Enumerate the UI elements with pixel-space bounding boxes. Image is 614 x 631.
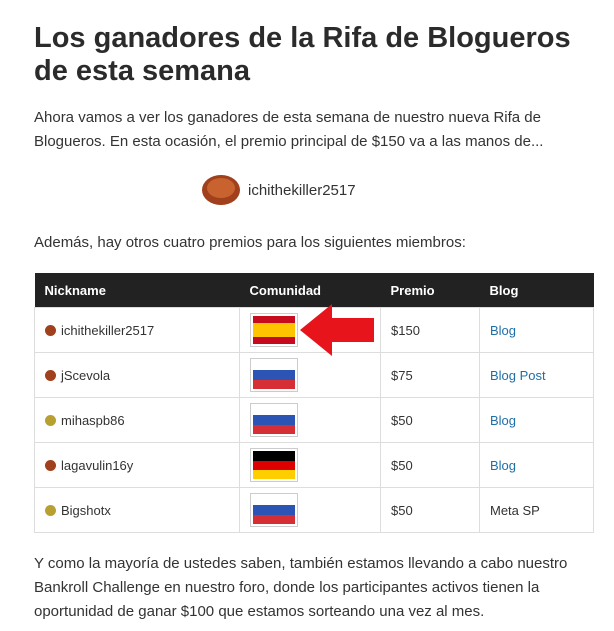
winners-table: Nickname Comunidad Premio Blog ichitheki…: [34, 273, 594, 533]
row: lagavulin16y $50 Blog: [34, 442, 594, 488]
flag-germany: [250, 448, 298, 482]
others-text: Además, hay otros cuatro premios para lo…: [34, 234, 466, 251]
prize: $50: [380, 487, 480, 533]
closing-box: Y como la mayoría de ustedes saben, tamb…: [34, 552, 596, 624]
row: mihaspb86 $50 Blog: [34, 397, 594, 443]
blog-link[interactable]: Blog: [479, 307, 594, 353]
article-title: Los ganadores de la Rifa de Blogueros de…: [34, 22, 571, 87]
flag-russia: [250, 493, 298, 527]
nickname: mihaspb86: [61, 412, 125, 428]
coin: [45, 324, 56, 336]
winner-name[interactable]: ichithekiller2517: [248, 181, 356, 199]
winner: ichithekiller2517: [200, 172, 356, 208]
flag-russia: [250, 358, 298, 392]
blog-link[interactable]: Blog: [479, 442, 594, 488]
nick-cell: Bigshotx: [34, 487, 240, 533]
flag-cell: [239, 442, 381, 488]
nick-cell: ichithekiller2517: [34, 307, 240, 353]
prize: $50: [380, 397, 480, 443]
article-title-box: Los ganadores de la Rifa de Blogueros de…: [34, 22, 596, 88]
coin: [45, 459, 56, 471]
col-header: Premio: [380, 273, 480, 308]
nickname: lagavulin16y: [61, 457, 134, 473]
nickname: Bigshotx: [61, 502, 111, 518]
prize: $75: [380, 352, 480, 398]
closing-text: Y como la mayoría de ustedes saben, tamb…: [34, 555, 568, 620]
intro-box: Ahora vamos a ver los ganadores de esta …: [34, 106, 596, 154]
row: jScevola $75 Blog Post: [34, 352, 594, 398]
row: Bigshotx $50 Meta SP: [34, 487, 594, 533]
nickname: ichithekiller2517: [61, 322, 155, 338]
flag-cell: [239, 304, 381, 356]
row: ichithekiller2517 $150 Blog: [34, 304, 594, 356]
header-row: Nickname Comunidad Premio Blog: [34, 273, 594, 308]
flag-cell: [239, 397, 381, 443]
others-box: Además, hay otros cuatro premios para lo…: [34, 231, 596, 255]
red-arrow: [300, 304, 374, 356]
col-header: Comunidad: [239, 273, 381, 308]
intro-text: Ahora vamos a ver los ganadores de esta …: [34, 109, 544, 150]
nickname: jScevola: [61, 367, 111, 383]
col-header: Blog: [479, 273, 594, 308]
nick-cell: jScevola: [34, 352, 240, 398]
prize: $50: [380, 442, 480, 488]
prize: $150: [380, 307, 480, 353]
coin: [45, 504, 56, 516]
blog-text: Meta SP: [479, 487, 594, 533]
flag-cell: [239, 352, 381, 398]
flag-cell: [239, 487, 381, 533]
blog-link[interactable]: Blog Post: [479, 352, 594, 398]
flag-russia: [250, 403, 298, 437]
winner-avatar: [202, 175, 240, 205]
coin: [45, 414, 56, 426]
nick-cell: mihaspb86: [34, 397, 240, 443]
blog-link[interactable]: Blog: [479, 397, 594, 443]
col-header: Nickname: [34, 273, 240, 308]
coin: [45, 369, 56, 381]
nick-cell: lagavulin16y: [34, 442, 240, 488]
flag-spain: [250, 313, 298, 347]
